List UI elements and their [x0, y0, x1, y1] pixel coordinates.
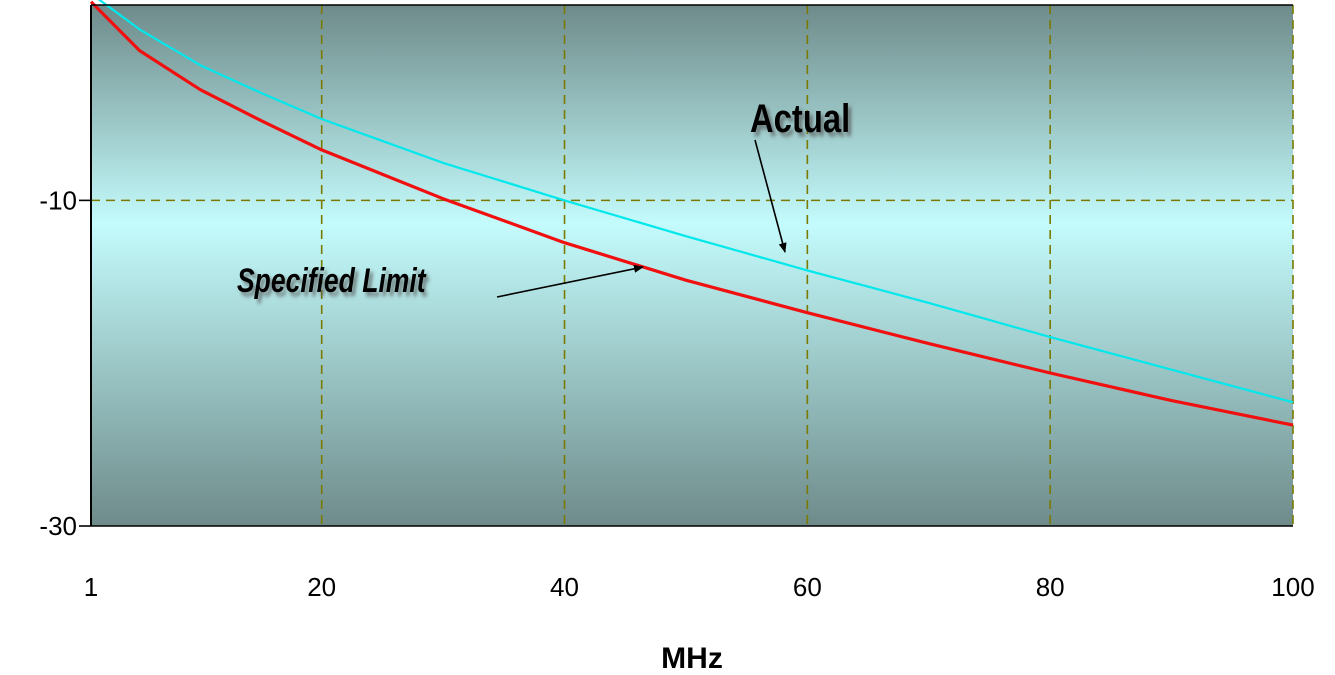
x-tick-label: 1 — [84, 572, 98, 602]
x-tick-label: 100 — [1271, 572, 1314, 602]
annotations: Actual Specified Limit — [237, 96, 850, 300]
series-line-actual — [97, 0, 1294, 404]
x-tick-label: 60 — [793, 572, 822, 602]
tick-labels: 1 20 40 60 80 100 -10 -30 — [39, 185, 1314, 602]
x-axis-title: MHz — [661, 642, 723, 675]
x-tick-label: 40 — [550, 572, 579, 602]
x-tick-label: 20 — [307, 572, 336, 602]
plot-area-background — [91, 5, 1293, 526]
x-tick-label: 80 — [1036, 572, 1065, 602]
y-tick-label: -10 — [39, 185, 77, 215]
y-tick-label: -30 — [39, 511, 77, 541]
grid-lines — [91, 5, 1294, 526]
annotation-actual: Actual — [750, 96, 850, 141]
series-layer — [89, 0, 1294, 427]
annotation-specified-limit-arrow — [496, 264, 644, 298]
series-line-specified-limit — [89, 0, 1294, 427]
annotation-specified-limit: Specified Limit — [237, 262, 427, 300]
axes — [79, 4, 1293, 527]
annotation-actual-arrow — [754, 139, 787, 253]
